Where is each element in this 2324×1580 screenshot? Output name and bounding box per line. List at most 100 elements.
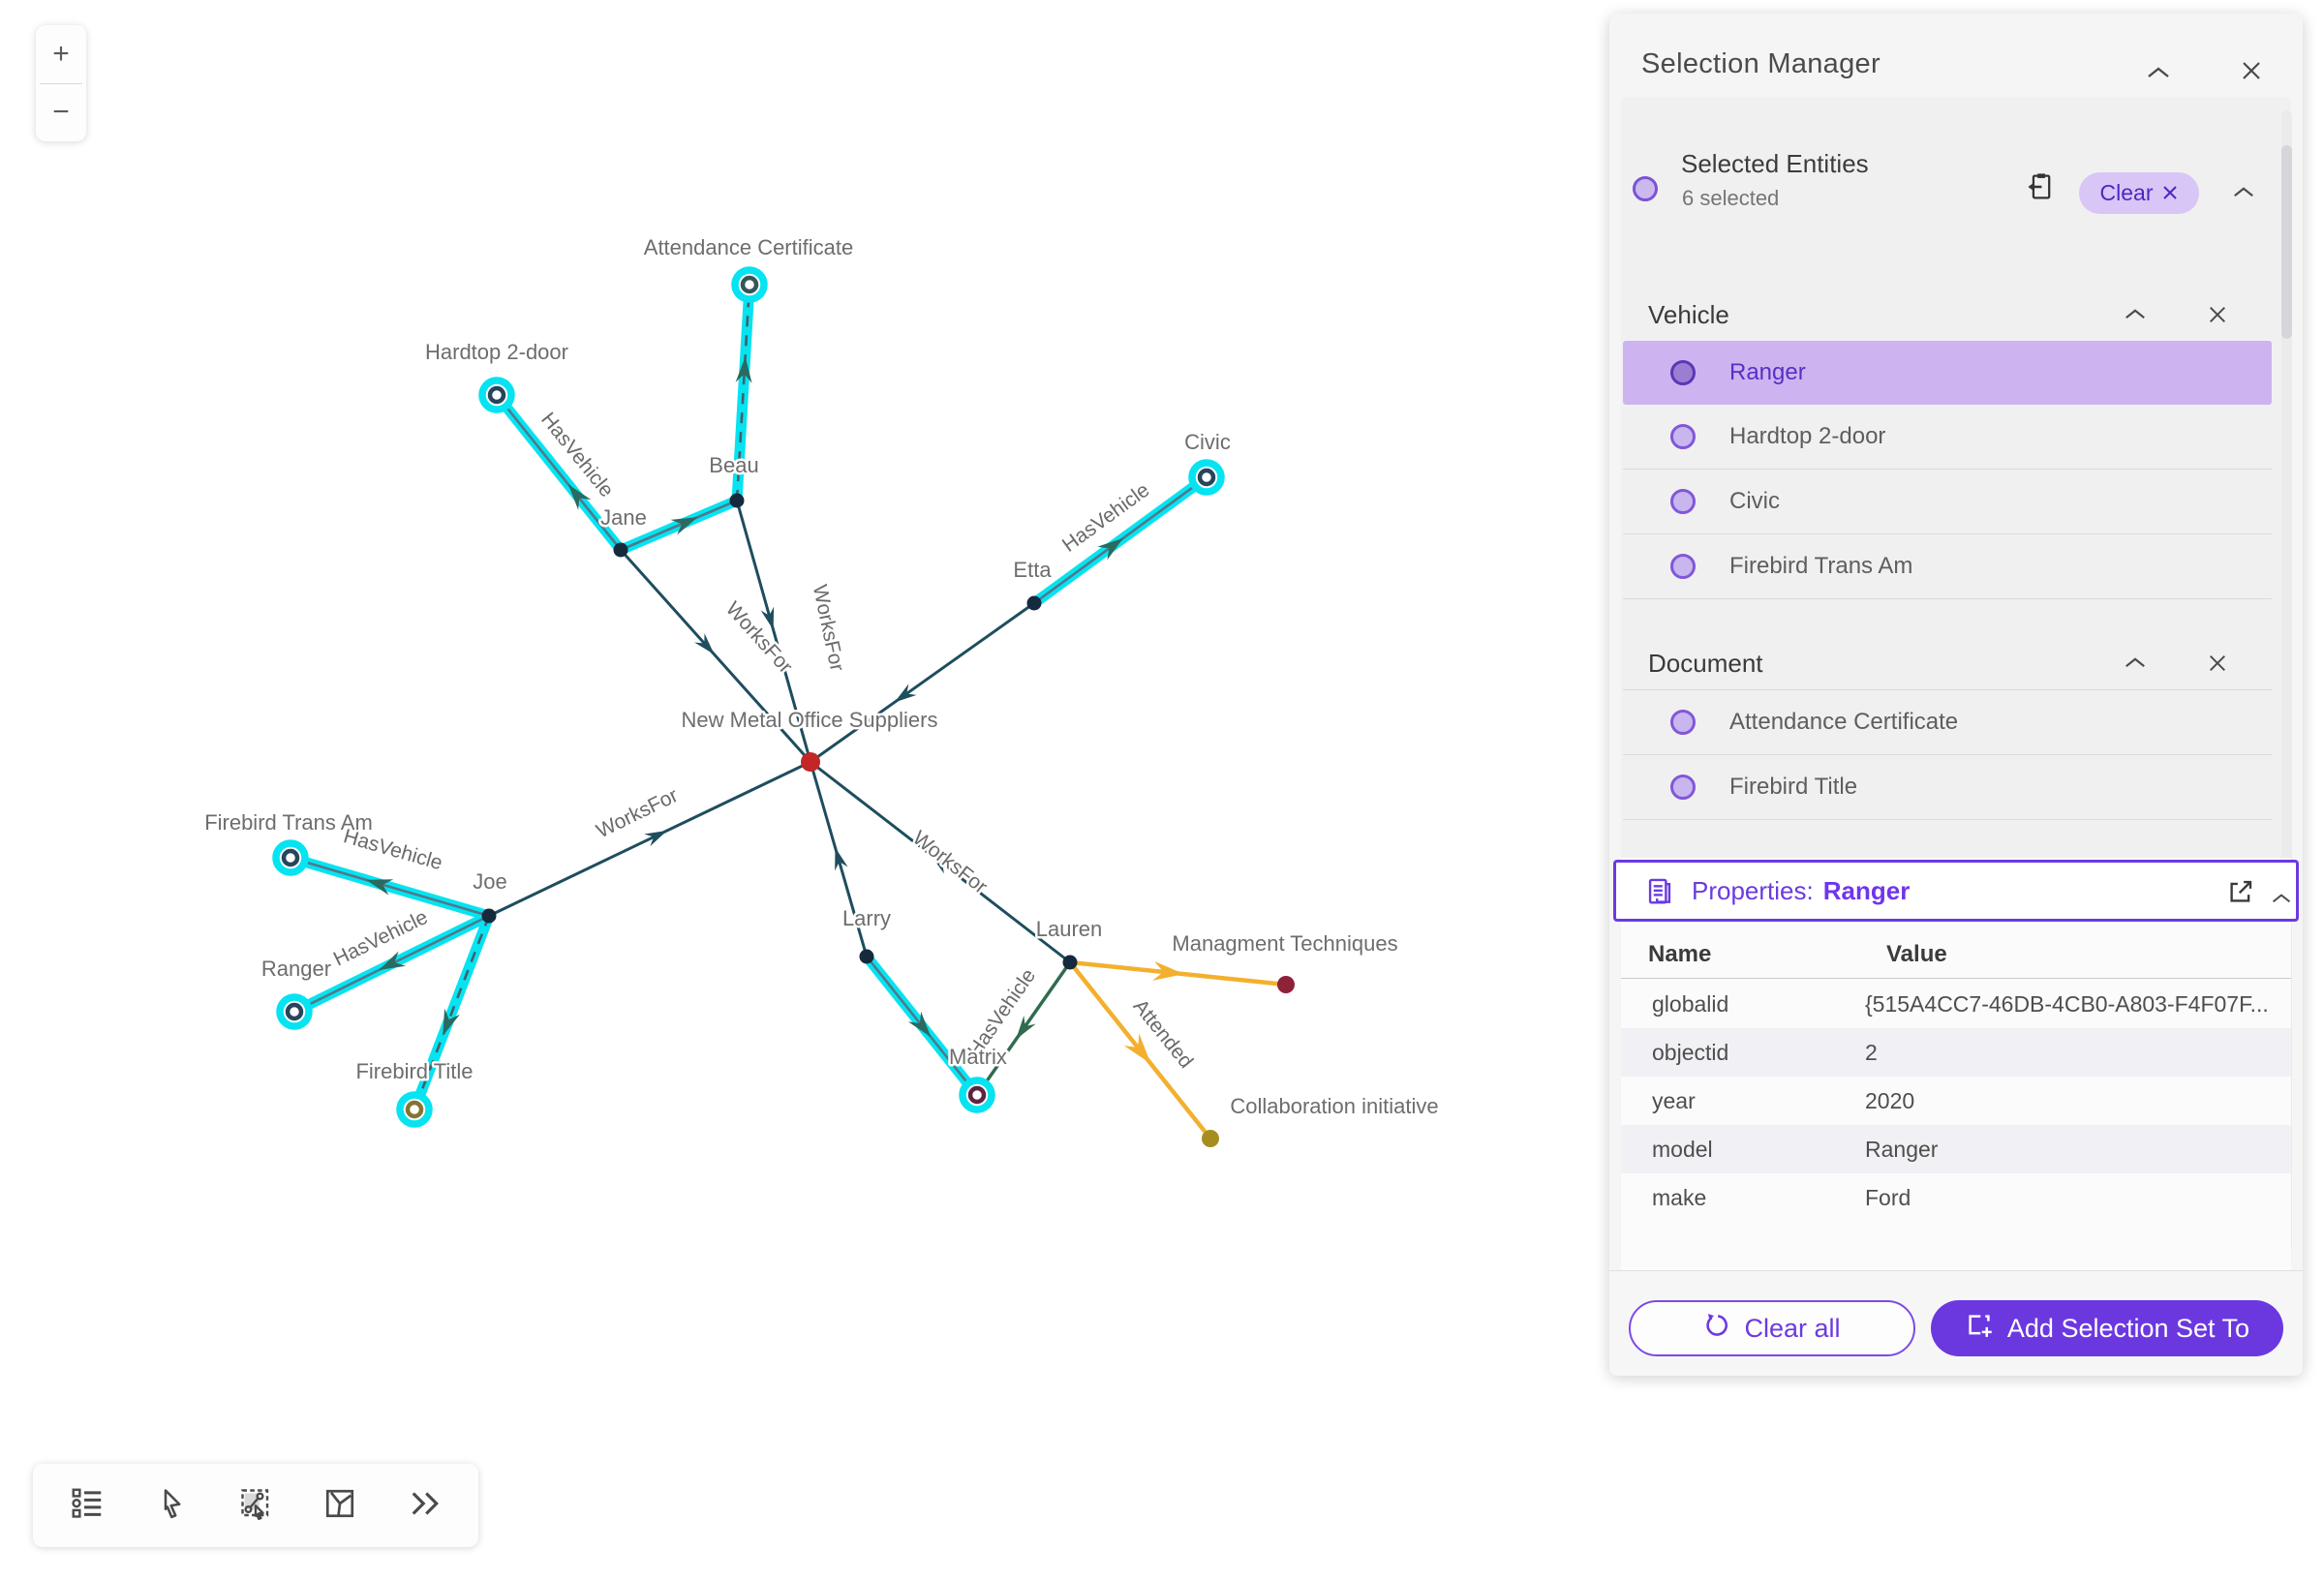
node-label: Jane [600, 505, 647, 530]
property-value: {515A4CC7-46DB-4CB0-A803-F4F07F... [1865, 990, 2269, 1017]
properties-col-value: Value [1886, 941, 1947, 967]
node-label: Firebird Title [355, 1059, 473, 1083]
graph-node-mgmt[interactable] [1277, 976, 1295, 993]
select-features-button[interactable] [230, 1477, 281, 1534]
link-chart-layout-button[interactable] [315, 1477, 365, 1534]
clear-all-label: Clear all [1744, 1313, 1841, 1343]
section-close-button[interactable] [2203, 302, 2232, 331]
panel-collapse-button[interactable] [2144, 60, 2173, 89]
node-label: Civic [1184, 430, 1231, 454]
section-collapse-button[interactable] [2121, 651, 2150, 680]
list-item-label: Attendance Certificate [1729, 709, 1959, 735]
property-row: model Ranger [1621, 1125, 2291, 1173]
edge-label: WorksFor [809, 583, 848, 673]
graph-node-lauren[interactable] [1062, 955, 1078, 970]
graph-edge[interactable] [488, 760, 811, 918]
expand-tools-button[interactable] [399, 1477, 449, 1534]
selected-entities-icon [1633, 176, 1658, 201]
graph-edge[interactable] [413, 915, 491, 1110]
entity-circle-icon [1670, 360, 1696, 385]
list-item[interactable]: Attendance Certificate [1623, 690, 2272, 755]
edge-label: Attended [1129, 995, 1198, 1073]
node-label: Joe [473, 869, 506, 894]
graph-node-beau[interactable] [729, 493, 745, 508]
graph-node-rangern[interactable] [276, 993, 313, 1030]
graph-edge[interactable] [290, 856, 490, 918]
selected-entities-collapse-button[interactable] [2229, 180, 2258, 209]
selected-entities-count: 6 selected [1682, 186, 1780, 210]
panel-close-button[interactable] [2237, 58, 2266, 87]
clear-selection-pill[interactable]: Clear [2079, 172, 2199, 214]
panel-scrollbar-thumb[interactable] [2281, 145, 2292, 339]
entity-circle-icon [1670, 710, 1696, 735]
clipboard-icon [2024, 170, 2057, 208]
entity-circle-icon [1670, 489, 1696, 514]
clear-all-button[interactable]: Clear all [1629, 1300, 1915, 1356]
zoom-in-button[interactable]: + [52, 37, 70, 70]
property-value: Ford [1865, 1184, 1911, 1210]
entity-circle-icon [1670, 554, 1696, 579]
property-name: make [1652, 1184, 1707, 1210]
chevron-up-icon [2146, 65, 2171, 85]
node-label: Attendance Certificate [644, 235, 853, 259]
zoom-out-button[interactable]: − [52, 96, 70, 129]
expand-tools-icon [407, 1486, 442, 1526]
graph-node-larry[interactable] [859, 949, 874, 964]
chevron-up-icon [2124, 307, 2147, 326]
graph-node-civic[interactable] [1188, 459, 1225, 496]
list-item[interactable]: Firebird Title [1623, 755, 2272, 820]
open-properties-button[interactable] [2226, 877, 2255, 906]
close-icon [2241, 60, 2262, 86]
select-features-icon [238, 1486, 273, 1526]
property-name: objectid [1652, 1039, 1729, 1065]
list-item[interactable]: Firebird Trans Am [1623, 534, 2272, 599]
section-collapse-button[interactable] [2121, 302, 2150, 331]
panel-footer: Clear all Add Selection Set To [1609, 1270, 2303, 1376]
section-close-button[interactable] [2203, 651, 2232, 680]
add-selection-set-button[interactable]: Add Selection Set To [1931, 1300, 2283, 1356]
list-item[interactable]: Ranger [1623, 341, 2272, 405]
graph-edge[interactable] [810, 601, 1035, 764]
properties-header[interactable]: Properties: Ranger [1613, 860, 2299, 922]
graph-node-company[interactable] [801, 752, 820, 772]
property-value: 2 [1865, 1039, 1878, 1065]
list-item-label: Hardtop 2-door [1729, 423, 1886, 449]
property-value: 2020 [1865, 1087, 1915, 1113]
properties-collapse-button[interactable] [2267, 884, 2296, 913]
graph-node-etta[interactable] [1026, 595, 1042, 611]
legend-list-icon [70, 1486, 105, 1526]
graph-node-transam[interactable] [272, 839, 309, 876]
copy-selection-button[interactable] [2026, 172, 2055, 203]
graph-edge[interactable] [620, 499, 738, 552]
section-title: Vehicle [1648, 300, 1729, 329]
property-name: globalid [1652, 990, 1729, 1017]
list-item[interactable]: Civic [1623, 470, 2272, 534]
reset-icon [1703, 1312, 1730, 1346]
pointer-select-button[interactable] [146, 1477, 197, 1534]
graph-node-jane[interactable] [613, 542, 628, 558]
legend-list-button[interactable] [62, 1477, 112, 1534]
graph-node-ftitle[interactable] [396, 1091, 433, 1128]
node-label: Beau [709, 453, 758, 477]
section-title: Document [1648, 649, 1763, 678]
graph-node-cert[interactable] [731, 266, 768, 303]
property-value: Ranger [1865, 1136, 1939, 1162]
graph-node-collab[interactable] [1202, 1130, 1219, 1147]
graph-edge[interactable] [735, 500, 812, 763]
graph-node-matrix[interactable] [959, 1077, 995, 1113]
selection-manager-panel: Selection Manager Selected Entities 6 se… [1609, 14, 2303, 1376]
clear-x-icon [2162, 180, 2178, 206]
list-item[interactable]: Hardtop 2-door [1623, 405, 2272, 470]
list-item-label: Firebird Title [1729, 774, 1858, 800]
property-row: globalid {515A4CC7-46DB-4CB0-A803-F4F07F.… [1621, 980, 2291, 1028]
graph-edge[interactable] [495, 394, 623, 551]
node-label: Firebird Trans Am [204, 810, 373, 835]
graph-node-joe[interactable] [481, 908, 497, 924]
graph-edge[interactable] [735, 284, 751, 501]
graph-node-hardtop[interactable] [478, 377, 515, 413]
graph-edge[interactable] [619, 548, 812, 764]
link-chart-toolbar [33, 1464, 478, 1547]
panel-title: Selection Manager [1641, 48, 1881, 79]
properties-prefix: Properties: [1692, 875, 1814, 905]
